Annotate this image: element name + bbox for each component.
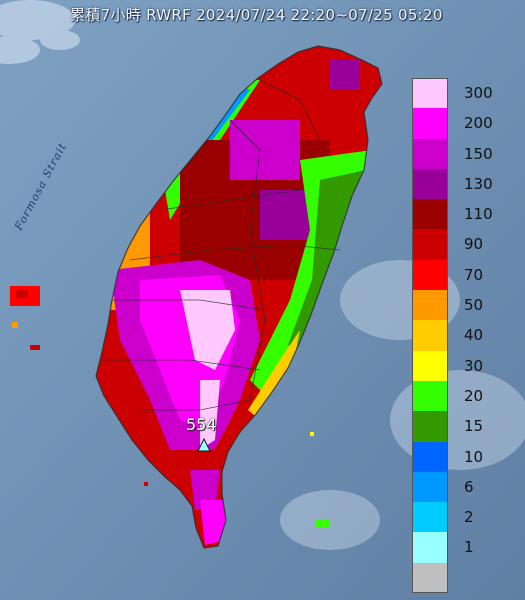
- legend-item: 200: [412, 108, 520, 138]
- legend-item: 2: [412, 502, 520, 532]
- legend-item: 150: [412, 139, 520, 169]
- legend-swatch: [412, 381, 448, 411]
- legend-label: 20: [464, 387, 483, 405]
- legend-label: 15: [464, 417, 483, 435]
- legend-label: 130: [464, 175, 493, 193]
- legend-swatch: [412, 260, 448, 290]
- legend-label: 300: [464, 84, 493, 102]
- legend-item: 40: [412, 320, 520, 350]
- legend-item: 50: [412, 290, 520, 320]
- legend-label: 90: [464, 235, 483, 253]
- legend-label: 150: [464, 145, 493, 163]
- legend-label: 40: [464, 326, 483, 344]
- legend-label: 10: [464, 448, 483, 466]
- legend-label: 70: [464, 266, 483, 284]
- legend-swatch: [412, 563, 448, 593]
- legend-label: 30: [464, 357, 483, 375]
- legend-item: 70: [412, 260, 520, 290]
- legend-swatch: [412, 442, 448, 472]
- header-bar: 累積7小時 RWRF 2024/07/24 22:20~07/25 05:20: [0, 0, 525, 32]
- legend-label: 50: [464, 296, 483, 314]
- map-title: 累積7小時 RWRF 2024/07/24 22:20~07/25 05:20: [70, 4, 443, 25]
- legend-swatch: [412, 532, 448, 562]
- legend-swatch: [412, 320, 448, 350]
- legend-label: 6: [464, 478, 474, 496]
- legend-item: [412, 563, 520, 593]
- legend-item: 20: [412, 381, 520, 411]
- legend-item: 6: [412, 472, 520, 502]
- legend-swatch: [412, 502, 448, 532]
- peak-rainfall-value: 554: [186, 415, 217, 434]
- rainfall-legend: 300 200 150 130 110 90 70 50 40 30 20 15 10 6 2 1: [412, 78, 520, 593]
- legend-item: 1: [412, 532, 520, 562]
- peak-triangle-icon: [197, 438, 211, 452]
- legend-swatch: [412, 199, 448, 229]
- legend-label: 1: [464, 538, 474, 556]
- legend-swatch: [412, 472, 448, 502]
- legend-swatch: [412, 78, 448, 108]
- legend-swatch: [412, 290, 448, 320]
- legend-item: 10: [412, 442, 520, 472]
- legend-item: 110: [412, 199, 520, 229]
- legend-item: 130: [412, 169, 520, 199]
- legend-item: 30: [412, 351, 520, 381]
- legend-label: 200: [464, 114, 493, 132]
- legend-item: 15: [412, 411, 520, 441]
- legend-swatch: [412, 139, 448, 169]
- legend-swatch: [412, 169, 448, 199]
- legend-item: 90: [412, 229, 520, 259]
- legend-swatch: [412, 411, 448, 441]
- legend-label: 110: [464, 205, 493, 223]
- legend-item: 300: [412, 78, 520, 108]
- legend-label: 2: [464, 508, 474, 526]
- legend-swatch: [412, 108, 448, 138]
- legend-swatch: [412, 351, 448, 381]
- legend-swatch: [412, 229, 448, 259]
